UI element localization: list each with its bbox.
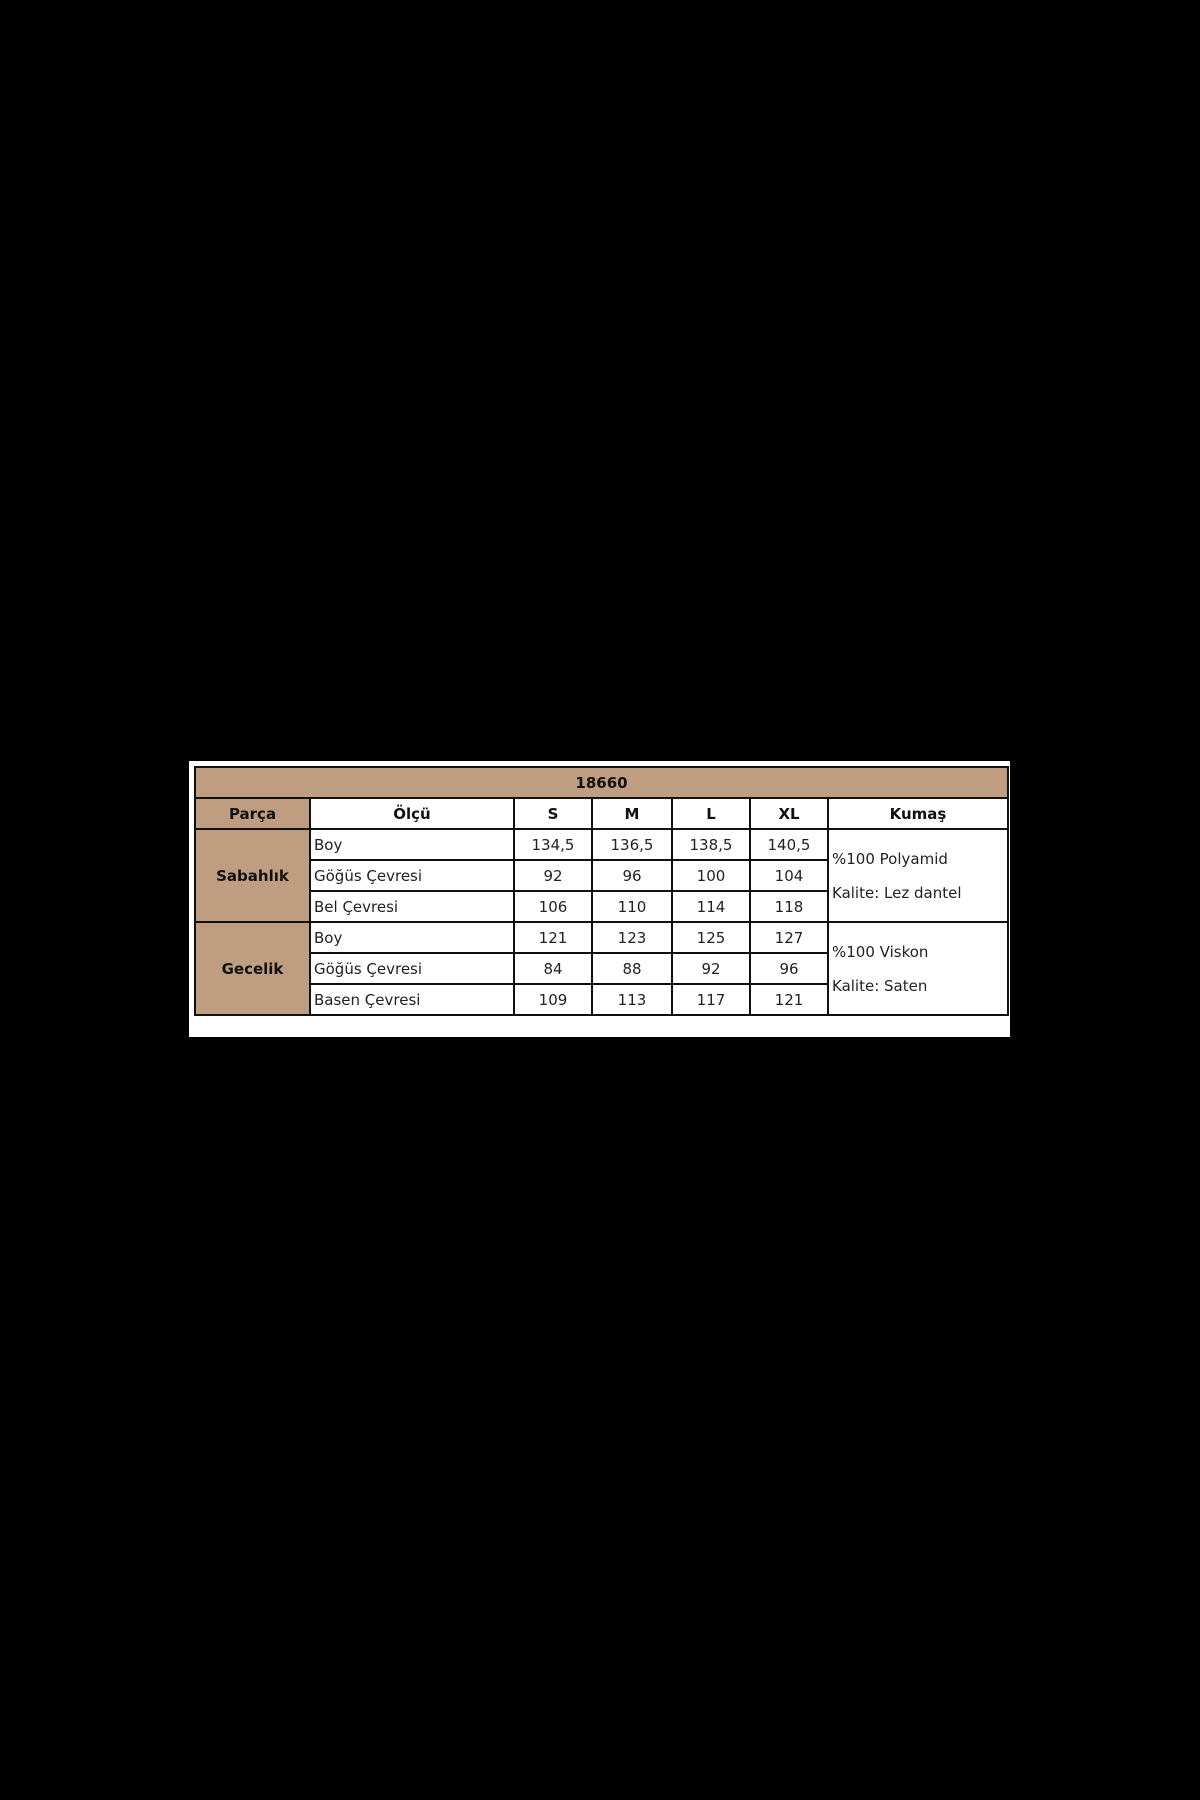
size-value: 96 <box>749 952 829 985</box>
header-l: L <box>671 797 751 830</box>
size-value: 106 <box>513 890 593 923</box>
group-name: Sabahlık <box>194 828 311 923</box>
table-row: Göğüs Çevresi 92 96 100 104 <box>195 859 1008 892</box>
measure-name: Boy <box>309 921 515 954</box>
table-title: 18660 <box>194 766 1009 799</box>
size-value: 109 <box>513 983 593 1016</box>
table-row: Sabahlık Boy 134,5 136,5 138,5 140,5 %100 Poly… <box>194 828 1009 923</box>
header-parca: Parça <box>194 797 311 830</box>
measure-name: Göğüs Çevresi <box>309 859 515 892</box>
fabric-quality: Kalite: Saten <box>832 976 928 995</box>
size-table: 18660 Parça Ölçü S M L XL Kumaş Sabahlık… <box>194 766 1009 1016</box>
group-name: Gecelik <box>194 921 311 1016</box>
size-value: 136,5 <box>591 828 673 861</box>
measure-name: Bel Çevresi <box>309 890 515 923</box>
table-row: Gecelik Boy 121 123 125 127 %100 Viskon Kalite:… <box>194 921 1009 1016</box>
measure-name: Basen Çevresi <box>309 983 515 1016</box>
size-value: 96 <box>591 859 673 892</box>
table-row: Göğüs Çevresi 84 88 92 96 <box>195 952 1008 985</box>
size-value: 84 <box>513 952 593 985</box>
size-value: 118 <box>749 890 829 923</box>
header-olcu: Ölçü <box>309 797 515 830</box>
size-value: 125 <box>671 921 751 954</box>
table-row: Basen Çevresi 109 113 117 121 <box>195 983 1008 1016</box>
size-value: 138,5 <box>671 828 751 861</box>
measure-name: Boy <box>309 828 515 861</box>
size-value: 92 <box>671 952 751 985</box>
header-xl: XL <box>749 797 829 830</box>
size-value: 117 <box>671 983 751 1016</box>
table-row: Bel Çevresi 106 110 114 118 <box>195 890 1008 923</box>
size-value: 113 <box>591 983 673 1016</box>
fabric-composition: %100 Viskon <box>832 942 929 961</box>
title-row: 18660 <box>194 766 1009 799</box>
size-value: 104 <box>749 859 829 892</box>
size-value: 121 <box>513 921 593 954</box>
size-value: 110 <box>591 890 673 923</box>
size-value: 114 <box>671 890 751 923</box>
fabric-cell: %100 Polyamid Kalite: Lez dantel <box>827 828 1009 923</box>
size-value: 92 <box>513 859 593 892</box>
fabric-composition: %100 Polyamid <box>832 849 948 868</box>
size-value: 100 <box>671 859 751 892</box>
size-value: 127 <box>749 921 829 954</box>
fabric-cell: %100 Viskon Kalite: Saten <box>827 921 1009 1016</box>
size-value: 88 <box>591 952 673 985</box>
size-value: 134,5 <box>513 828 593 861</box>
header-m: M <box>591 797 673 830</box>
header-row: Parça Ölçü S M L XL Kumaş <box>194 797 1009 830</box>
header-kumas: Kumaş <box>827 797 1009 830</box>
fabric-quality: Kalite: Lez dantel <box>832 883 962 902</box>
size-value: 140,5 <box>749 828 829 861</box>
measure-name: Göğüs Çevresi <box>309 952 515 985</box>
header-s: S <box>513 797 593 830</box>
size-chart: 18660 Parça Ölçü S M L XL Kumaş Sabahlık… <box>189 761 1010 1037</box>
size-value: 123 <box>591 921 673 954</box>
size-value: 121 <box>749 983 829 1016</box>
